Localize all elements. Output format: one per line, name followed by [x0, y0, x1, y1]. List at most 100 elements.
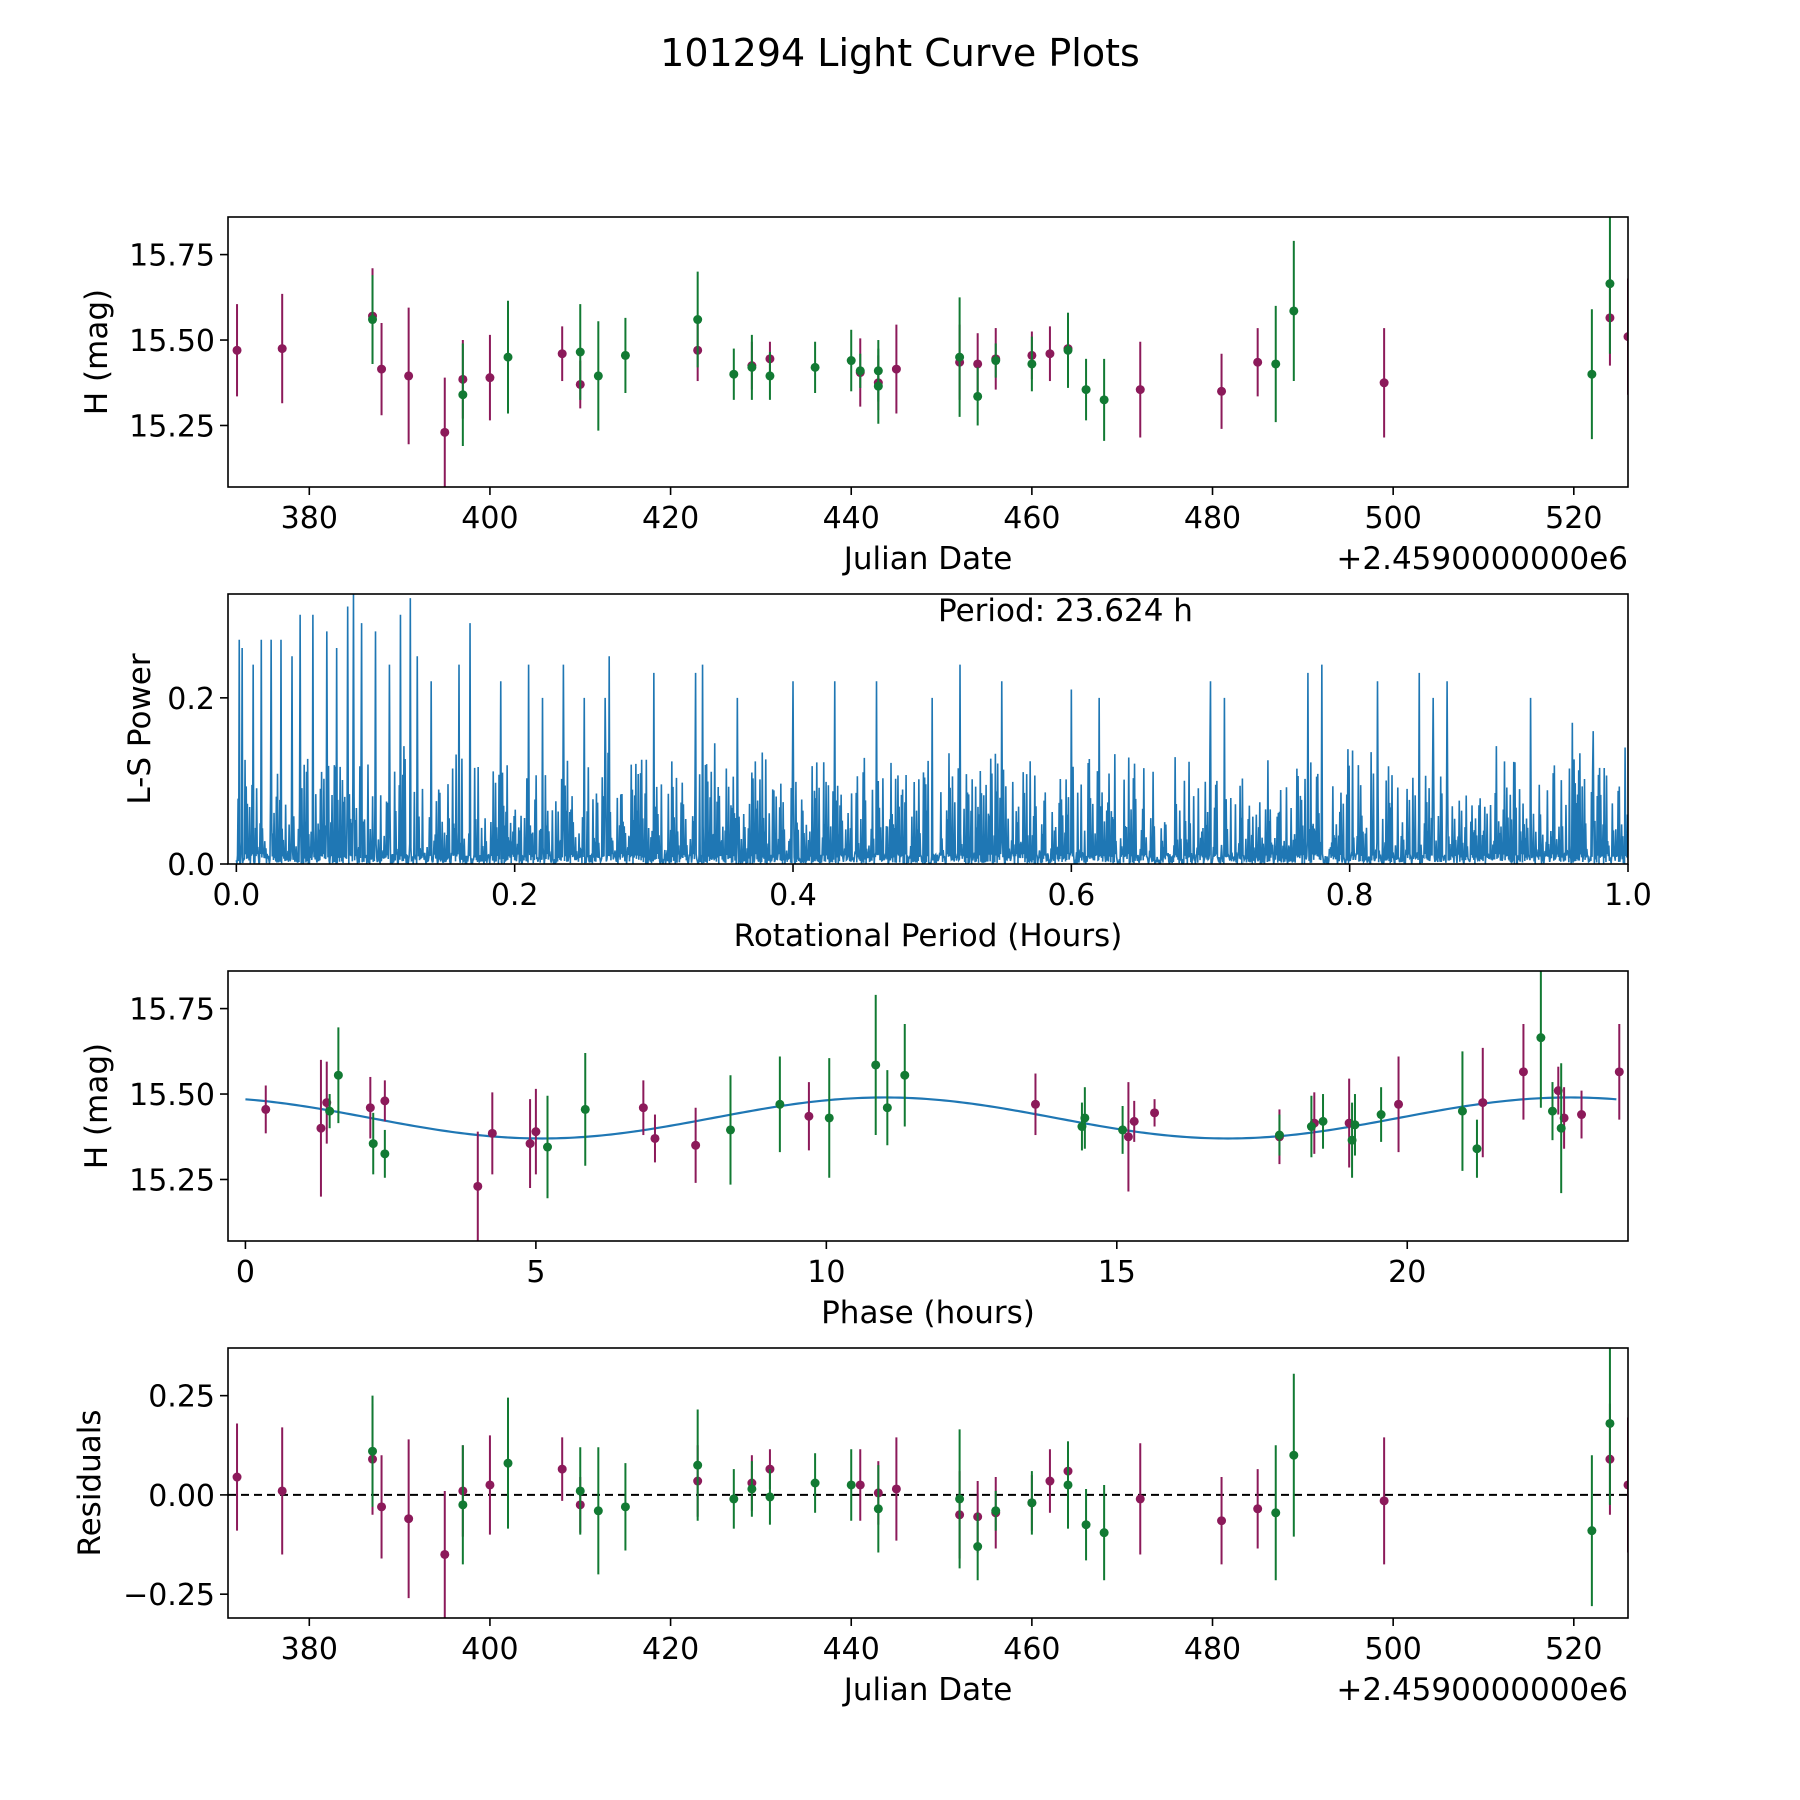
data-point-green — [333, 1070, 343, 1080]
y-tick-label: 15.50 — [129, 1078, 215, 1113]
data-point-green — [729, 369, 739, 379]
x-axis-label: Julian Date — [842, 1672, 1013, 1708]
data-point-green — [1289, 306, 1299, 316]
data-point-green — [1556, 1123, 1566, 1133]
data-point-magenta — [1217, 386, 1227, 396]
data-point-green — [824, 1113, 834, 1123]
x-offset-label: +2.4590000000e6 — [1336, 541, 1628, 577]
y-tick-label: 0.2 — [167, 682, 215, 717]
x-tick-label: 0 — [236, 1255, 255, 1290]
data-point-green — [955, 352, 965, 362]
plot-area — [245, 971, 1624, 1241]
data-point-green — [503, 1458, 513, 1468]
data-point-magenta — [485, 373, 495, 383]
data-point-magenta — [380, 1096, 390, 1106]
data-point-green — [765, 371, 775, 381]
x-tick-label: 0.0 — [212, 878, 260, 913]
data-point-green — [1099, 1528, 1109, 1538]
data-point-magenta — [1394, 1099, 1404, 1109]
x-tick-label: 520 — [1545, 1632, 1602, 1667]
data-point-magenta — [232, 345, 242, 355]
y-axis-label: H (mag) — [79, 289, 115, 415]
data-point-green — [1457, 1106, 1467, 1116]
data-point-green — [1027, 359, 1037, 369]
data-point-green — [1536, 1033, 1546, 1043]
data-point-green — [765, 1492, 775, 1502]
data-point-magenta — [1623, 1480, 1628, 1490]
x-axis-label: Rotational Period (Hours) — [734, 918, 1123, 954]
data-point-magenta — [1253, 357, 1263, 367]
data-point-magenta — [1623, 332, 1628, 342]
y-axis-label: H (mag) — [79, 1043, 115, 1169]
data-point-green — [1271, 359, 1281, 369]
lightcurve-panel: 380 400 420 440 460 480 500 520 15.25 15.50 15.75 J… — [79, 216, 1629, 577]
data-point-green — [1350, 1120, 1360, 1130]
x-tick-label: 400 — [461, 1632, 518, 1667]
data-point-green — [368, 315, 378, 325]
periodogram-panel: 0.0 0.2 0.4 0.6 0.8 1.0 0.0 0.2 Rotational Perio… — [122, 593, 1652, 954]
y-tick-label: 0.25 — [148, 1380, 215, 1415]
period-annotation: Period: 23.624 h — [938, 593, 1193, 629]
data-point-magenta — [377, 364, 387, 374]
data-point-green — [846, 356, 856, 366]
data-point-magenta — [1577, 1110, 1587, 1120]
data-point-green — [991, 1506, 1001, 1516]
data-point-green — [368, 1446, 378, 1456]
data-point-magenta — [404, 1514, 414, 1524]
x-tick-label: 440 — [823, 1632, 880, 1667]
data-point-green — [620, 350, 630, 360]
x-tick-label: 440 — [823, 501, 880, 536]
data-point-green — [580, 1104, 590, 1114]
x-tick-label: 10 — [807, 1255, 845, 1290]
data-point-magenta — [1135, 1494, 1145, 1504]
data-point-green — [991, 356, 1001, 366]
x-tick-label: 0.6 — [1047, 878, 1095, 913]
x-tick-label: 0.2 — [491, 878, 539, 913]
data-point-magenta — [1030, 1099, 1040, 1109]
data-point-green — [1587, 1526, 1597, 1536]
x-tick-label: 500 — [1365, 1632, 1422, 1667]
data-point-green — [368, 1139, 378, 1149]
data-point-green — [325, 1106, 335, 1116]
data-point-green — [458, 1500, 468, 1510]
data-point-green — [973, 1542, 983, 1552]
data-point-magenta — [1217, 1516, 1227, 1526]
x-tick-label: 380 — [281, 1632, 338, 1667]
data-point-magenta — [1379, 1496, 1389, 1506]
data-point-magenta — [277, 344, 287, 354]
data-point-green — [1472, 1144, 1482, 1154]
data-point-green — [955, 1494, 965, 1504]
data-point-green — [593, 371, 603, 381]
power-spectrum-line — [235, 594, 1628, 864]
y-tick-label: 0.00 — [148, 1479, 215, 1514]
y-axis-label: L-S Power — [122, 653, 158, 804]
data-point-magenta — [804, 1111, 814, 1121]
data-point-green — [810, 1478, 820, 1488]
y-axis-label: Residuals — [72, 1409, 108, 1556]
data-point-magenta — [650, 1133, 660, 1143]
data-point-green — [729, 1494, 739, 1504]
data-point-magenta — [1045, 349, 1055, 359]
data-point-green — [1376, 1110, 1386, 1120]
data-point-green — [871, 1060, 881, 1070]
x-tick-label: 480 — [1184, 501, 1241, 536]
data-point-green — [725, 1125, 735, 1135]
axes-frame — [227, 1347, 1629, 1619]
y-tick-label: 15.75 — [129, 239, 215, 274]
data-point-magenta — [365, 1103, 375, 1113]
data-point-green — [1063, 1480, 1073, 1490]
data-point-magenta — [638, 1103, 648, 1113]
y-tick-label: 15.50 — [129, 324, 215, 359]
y-tick-label: 15.25 — [129, 1163, 215, 1198]
data-point-green — [1605, 1418, 1615, 1428]
data-point-magenta — [1135, 385, 1145, 395]
data-point-green — [846, 1480, 856, 1490]
data-point-magenta — [316, 1123, 326, 1133]
data-point-magenta — [855, 1480, 865, 1490]
x-tick-label: 460 — [1003, 501, 1060, 536]
data-point-green — [543, 1142, 553, 1152]
data-point-green — [503, 352, 513, 362]
x-tick-label: 380 — [281, 501, 338, 536]
data-point-magenta — [1253, 1504, 1263, 1514]
